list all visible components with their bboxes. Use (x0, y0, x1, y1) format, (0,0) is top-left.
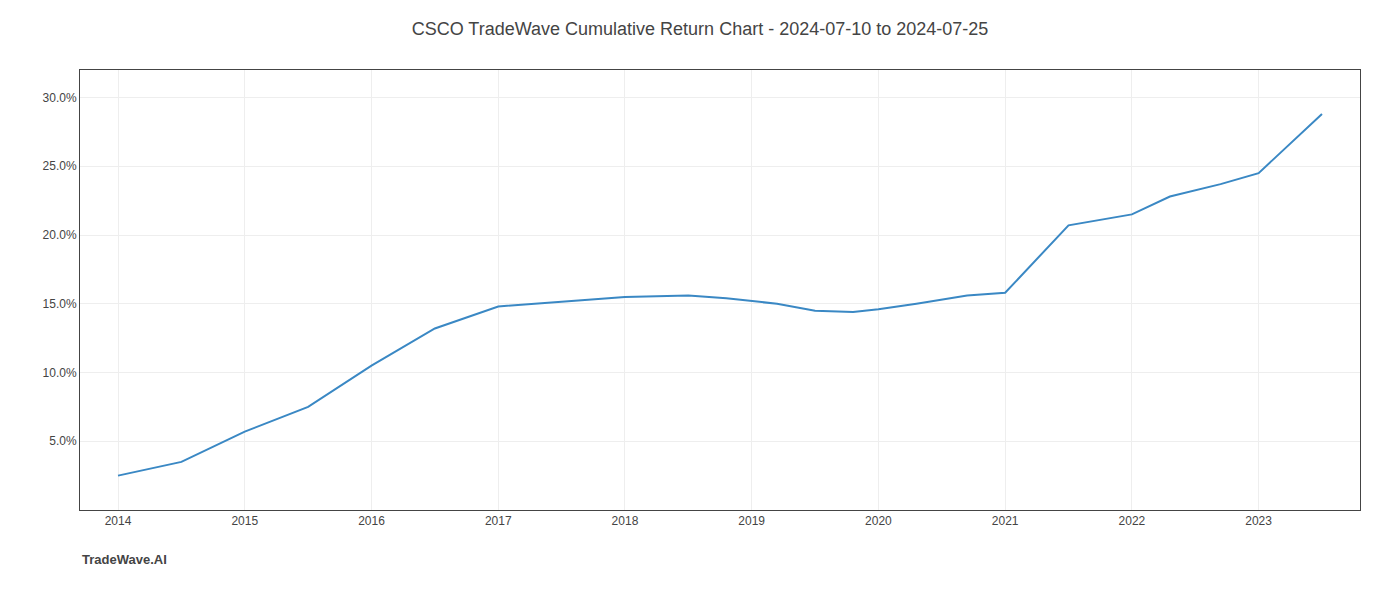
svg-text:2018: 2018 (612, 514, 639, 528)
svg-text:20.0%: 20.0% (43, 228, 77, 242)
svg-text:2020: 2020 (865, 514, 892, 528)
svg-text:TradeWave.AI: TradeWave.AI (82, 552, 167, 567)
svg-text:2016: 2016 (358, 514, 385, 528)
svg-text:2015: 2015 (231, 514, 258, 528)
svg-text:2019: 2019 (738, 514, 765, 528)
svg-text:2023: 2023 (1245, 514, 1272, 528)
svg-text:10.0%: 10.0% (43, 366, 77, 380)
svg-text:5.0%: 5.0% (49, 434, 77, 448)
svg-text:CSCO TradeWave Cumulative Retu: CSCO TradeWave Cumulative Return Chart -… (412, 19, 989, 39)
svg-text:15.0%: 15.0% (43, 297, 77, 311)
svg-text:2014: 2014 (105, 514, 132, 528)
svg-text:2017: 2017 (485, 514, 512, 528)
svg-text:30.0%: 30.0% (43, 91, 77, 105)
svg-text:2021: 2021 (992, 514, 1019, 528)
svg-text:2022: 2022 (1119, 514, 1146, 528)
svg-text:25.0%: 25.0% (43, 159, 77, 173)
